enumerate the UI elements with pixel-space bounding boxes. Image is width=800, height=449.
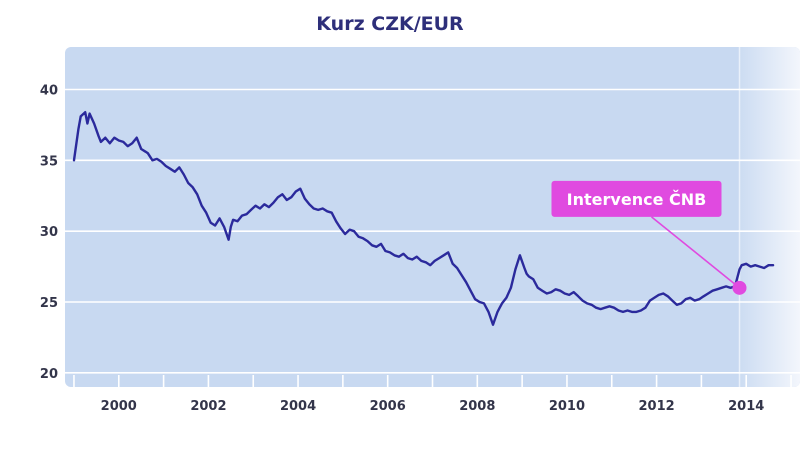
annotation: Intervence ČNB — [551, 180, 747, 295]
chart-title: Kurz CZK/EUR — [316, 13, 464, 35]
x-axis: 2000 2002 2004 2006 2008 2010 2012 2014 — [73, 375, 792, 414]
annotation-box — [551, 180, 722, 217]
annotation-leader — [650, 216, 740, 289]
y-tick-label: 40 — [40, 84, 58, 99]
annotation-marker — [732, 280, 747, 295]
y-tick-label: 25 — [40, 296, 58, 311]
y-tick-label: 20 — [40, 367, 58, 382]
x-tick-label: 2014 — [728, 399, 764, 414]
x-tick-label: 2008 — [459, 399, 495, 414]
highlight-region — [739, 47, 800, 387]
grid — [65, 88, 800, 374]
x-tick-label: 2006 — [370, 399, 406, 414]
y-axis: 20 25 30 35 40 — [40, 84, 58, 382]
x-tick-label: 2002 — [190, 399, 226, 414]
y-tick-label: 30 — [40, 225, 58, 240]
x-tick-label: 2000 — [101, 399, 137, 414]
x-tick-label: 2004 — [280, 399, 316, 414]
plot-area — [65, 47, 800, 387]
annotation-label: Intervence ČNB — [567, 190, 707, 209]
x-tick-label: 2010 — [549, 399, 585, 414]
x-tick-label: 2012 — [638, 399, 674, 414]
y-tick-label: 35 — [40, 154, 58, 169]
series-line — [72, 111, 775, 326]
